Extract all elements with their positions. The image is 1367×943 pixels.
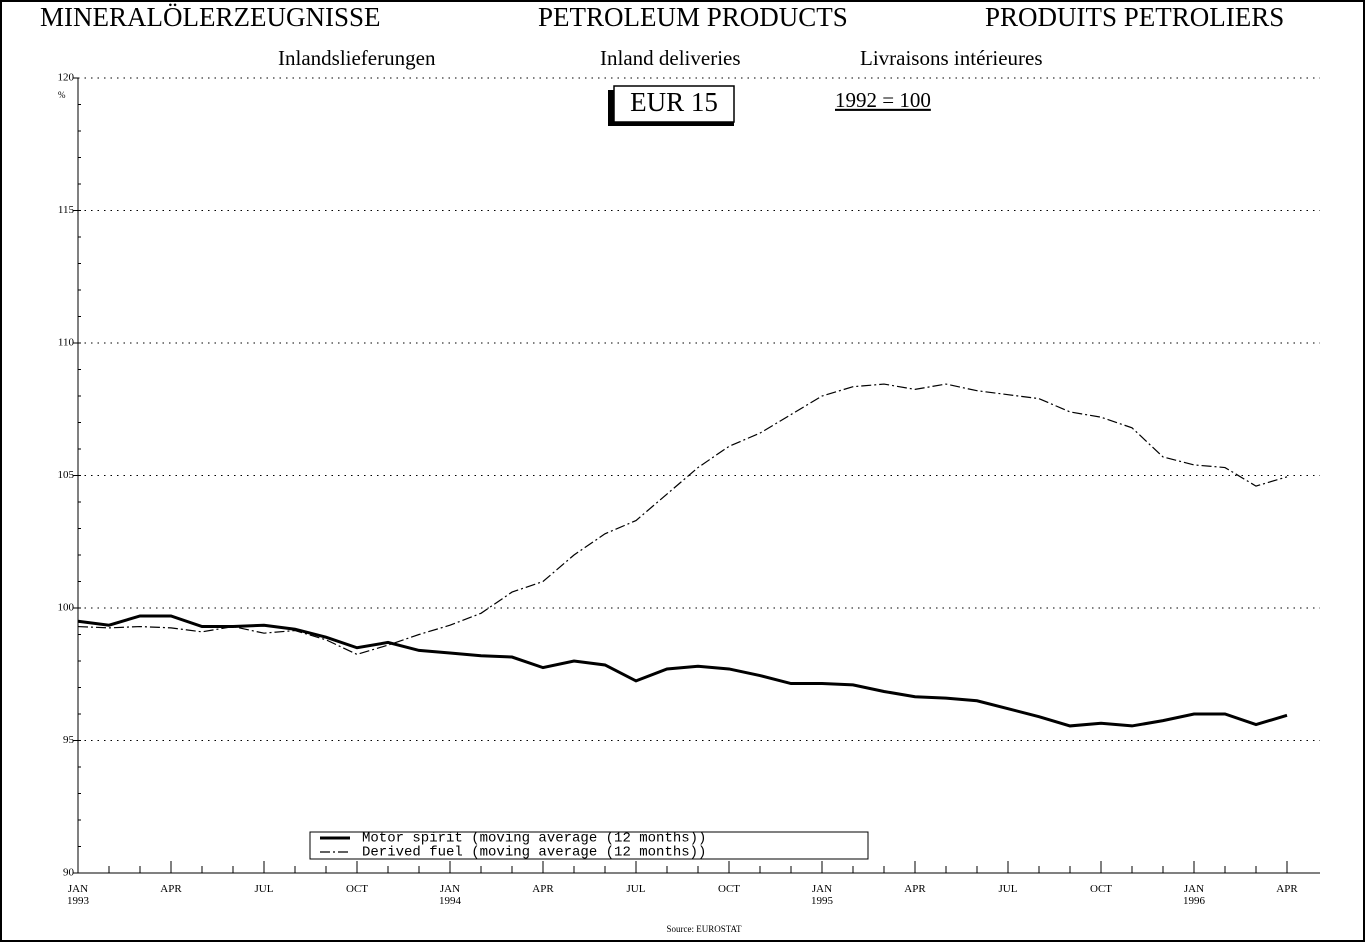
subtitle-de: Inlandslieferungen — [278, 46, 436, 70]
y-tick-label: 95 — [63, 734, 75, 746]
subtitle-en: Inland deliveries — [600, 46, 741, 70]
x-tick-label: OCT — [718, 883, 740, 895]
y-tick-label: 105 — [58, 469, 75, 481]
x-tick-label: JAN 1994 — [439, 883, 462, 907]
series-line — [77, 614, 1288, 728]
x-tick-line: 1996 — [1183, 895, 1206, 907]
legend-label: Derived fuel (moving average (12 months)… — [362, 845, 706, 861]
y-tick-label: 120 — [58, 72, 75, 84]
x-tick-line: JAN — [68, 883, 88, 895]
x-tick-line: APR — [1276, 883, 1298, 895]
x-tick-line: JUL — [999, 883, 1018, 895]
x-tick-label: JUL — [627, 883, 646, 895]
region: EUR 15 — [630, 87, 718, 117]
x-tick-label: JUL — [999, 883, 1018, 895]
x-tick-line: APR — [904, 883, 926, 895]
x-tick-line: OCT — [346, 883, 368, 895]
legend — [309, 831, 869, 860]
x-tick-line: OCT — [718, 883, 740, 895]
x-tick-line: JAN — [812, 883, 832, 895]
x-tick-line: OCT — [1090, 883, 1112, 895]
base: 1992 = 100 — [835, 88, 931, 112]
source: Source: EUROSTAT — [666, 924, 742, 934]
y-tick-label: 100 — [58, 602, 75, 614]
x-tick-label: JUL — [255, 883, 274, 895]
y-tick-label: 110 — [58, 337, 75, 349]
x-tick-label: JAN 1996 — [1183, 883, 1206, 907]
x-tick-label: OCT — [346, 883, 368, 895]
x-tick-label: APR — [1276, 883, 1298, 895]
x-tick-line: JAN — [1184, 883, 1204, 895]
x-tick-line: 1994 — [439, 895, 462, 907]
x-tick-label: APR — [532, 883, 554, 895]
x-tick-line: 1993 — [67, 895, 90, 907]
y-tick-label: 115 — [58, 204, 75, 216]
x-tick-line: 1995 — [811, 895, 834, 907]
y-tick-label: 90 — [63, 867, 75, 879]
x-tick-label: APR — [160, 883, 182, 895]
x-tick-line: JAN — [440, 883, 460, 895]
region-box — [613, 85, 735, 123]
x-tick-line: JUL — [627, 883, 646, 895]
title-de: MINERALÖLERZEUGNISSE — [40, 2, 380, 32]
title-fr: PRODUITS PETROLIERS — [985, 2, 1284, 32]
x-tick-label: JAN 1995 — [811, 883, 834, 907]
series-line — [77, 383, 1288, 656]
subtitle-fr: Livraisons intérieures — [860, 46, 1043, 70]
x-tick-label: JAN 1993 — [67, 883, 90, 907]
legend-label: Motor spirit (moving average (12 months)… — [362, 831, 706, 847]
x-tick-label: APR — [904, 883, 926, 895]
x-tick-line: APR — [532, 883, 554, 895]
title-en: PETROLEUM PRODUCTS — [538, 2, 848, 32]
y-unit: % — [58, 90, 66, 100]
x-tick-label: OCT — [1090, 883, 1112, 895]
x-tick-line: JUL — [255, 883, 274, 895]
x-tick-line: APR — [160, 883, 182, 895]
